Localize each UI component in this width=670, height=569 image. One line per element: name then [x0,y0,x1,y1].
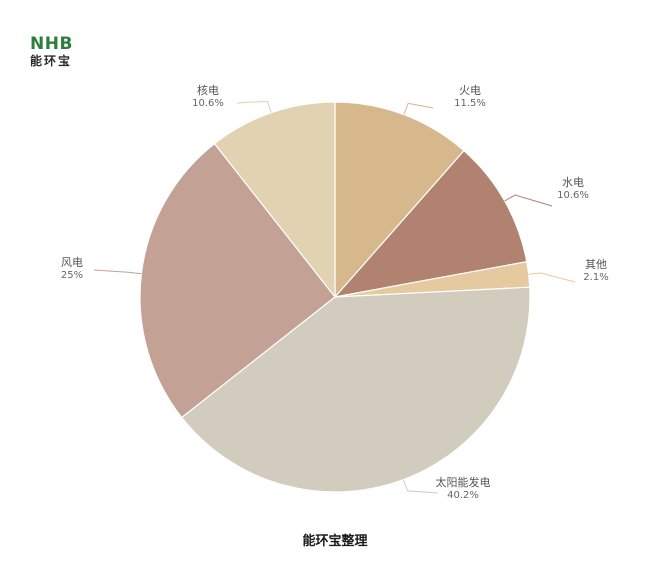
leader-line-6 [236,100,272,113]
source-caption: 能环宝整理 [302,534,368,549]
slice-value-4: 40.2% [447,490,479,501]
pie-slice-4 [180,286,531,493]
slice-label-6: 核电 [197,83,219,97]
slice-value-3: 2.1% [583,272,608,283]
slice-value-5: 25% [61,270,83,281]
slice-label-1: 火电 [459,84,481,97]
leader-line-5 [93,269,142,275]
logo-name: 能环宝 [30,54,73,68]
leader-line-2 [504,194,553,207]
slice-label-2: 水电 [562,176,584,189]
leader-line-1 [403,102,434,115]
slice-label-3: 其他 [585,258,607,271]
logo-nhb: NHB [30,34,73,54]
slice-label-4: 太阳能发电 [436,475,491,489]
logo: NHB 能环宝 [30,36,73,69]
slice-value-2: 10.6% [557,190,589,201]
slice-value-1: 11.5% [454,98,486,109]
leader-line-4 [402,479,439,494]
slice-value-6: 10.6% [192,98,224,109]
slice-label-5: 风电 [61,256,83,269]
pie-slice-1 [334,101,465,299]
leader-line-3 [528,272,576,283]
pie-slice-5 [139,142,336,419]
